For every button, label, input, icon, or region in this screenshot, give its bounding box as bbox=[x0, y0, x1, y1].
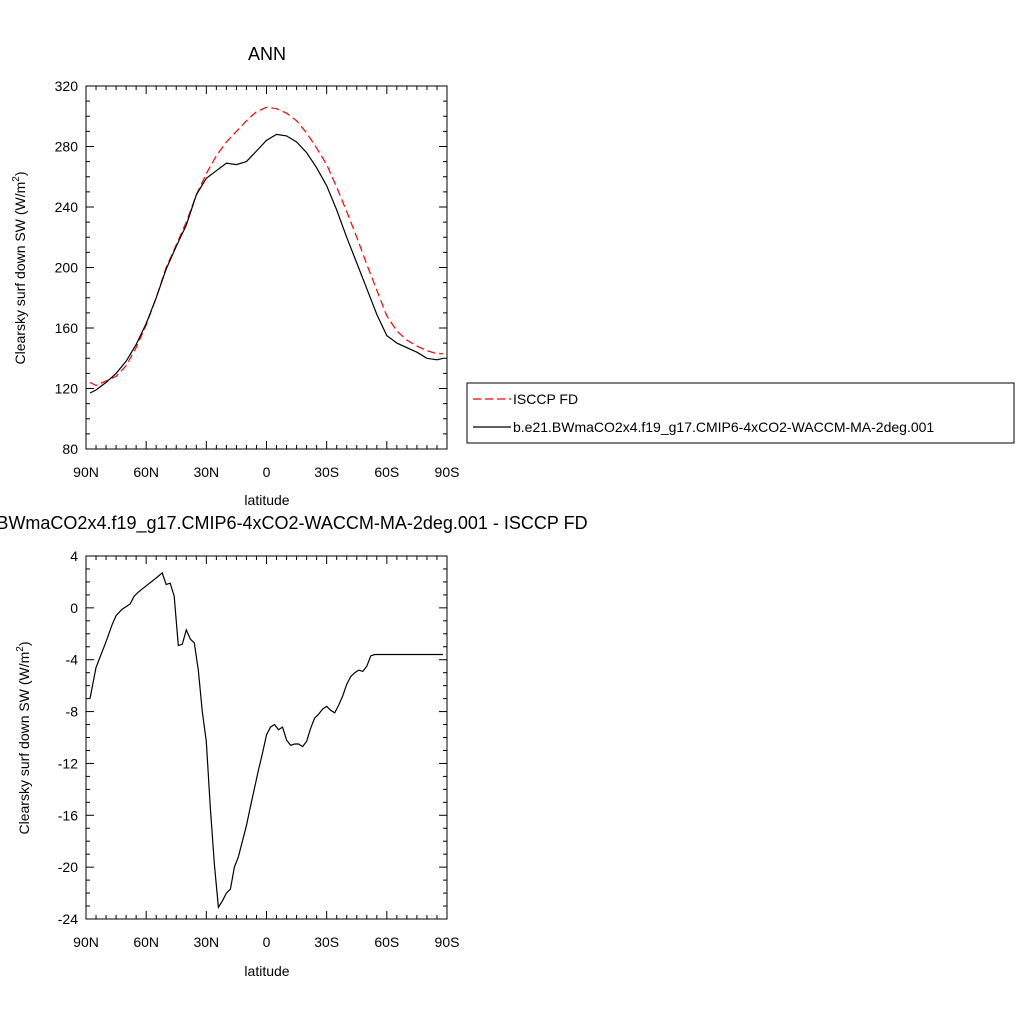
legend-label-model: b.e21.BWmaCO2x4.f19_g17.CMIP6-4xCO2-WACC… bbox=[513, 419, 934, 435]
bottom-y-tick-label: -24 bbox=[58, 911, 78, 927]
top-y-axis-title-text: Clearsky surf down SW (W/m bbox=[12, 182, 28, 365]
top-x-tick-label: 60S bbox=[374, 464, 399, 480]
top-y-axis-title-close: ) bbox=[12, 171, 28, 176]
top-y-tick-label: 160 bbox=[55, 320, 79, 336]
legend: ISCCP FD b.e21.BWmaCO2x4.f19_g17.CMIP6-4… bbox=[466, 382, 1015, 444]
top-series-line-1 bbox=[89, 133, 444, 394]
legend-box bbox=[466, 382, 1015, 444]
legend-label-isccp-fd: ISCCP FD bbox=[513, 391, 578, 407]
bottom-y-axis-title-text: Clearsky surf down SW (W/m bbox=[16, 652, 32, 835]
bottom-y-tick-label: 0 bbox=[70, 600, 78, 616]
top-panel: ANN Clearsky surf down SW (W/m2) latitud… bbox=[11, 44, 459, 508]
top-chart-title: ANN bbox=[248, 44, 286, 64]
svg-text:Clearsky surf down SW (W/m2): Clearsky surf down SW (W/m2) bbox=[11, 171, 28, 364]
bottom-x-axis-title: latitude bbox=[244, 963, 289, 979]
top-x-tick-label: 30S bbox=[314, 464, 339, 480]
top-x-axis-title: latitude bbox=[244, 492, 289, 508]
bottom-series-line-0 bbox=[89, 571, 443, 910]
top-x-tick-label: 0 bbox=[263, 464, 271, 480]
top-y-tick-label: 200 bbox=[55, 260, 79, 276]
top-y-axis-title-superscript: 2 bbox=[11, 176, 22, 182]
bottom-x-tick-label: 90S bbox=[435, 934, 460, 950]
bottom-y-tick-label: -12 bbox=[58, 755, 78, 771]
top-y-tick-label: 80 bbox=[62, 441, 78, 457]
top-series-line-0 bbox=[89, 106, 443, 387]
bottom-x-tick-label: 60N bbox=[133, 934, 159, 950]
bottom-panel: b.e21.BWmaCO2x4.f19_g17.CMIP6-4xCO2-WACC… bbox=[0, 513, 588, 979]
top-x-tick-label: 90S bbox=[435, 464, 460, 480]
top-y-tick-label: 280 bbox=[55, 139, 79, 155]
bottom-x-tick-label: 30S bbox=[314, 934, 339, 950]
bottom-x-tick-label: 30N bbox=[193, 934, 219, 950]
bottom-y-tick-label: -16 bbox=[58, 807, 78, 823]
bottom-x-tick-label: 90N bbox=[73, 934, 99, 950]
bottom-chart-title: b.e21.BWmaCO2x4.f19_g17.CMIP6-4xCO2-WACC… bbox=[0, 513, 588, 534]
top-y-axis-title: Clearsky surf down SW (W/m2) bbox=[11, 171, 28, 364]
top-y-tick-label: 120 bbox=[55, 381, 79, 397]
bottom-y-tick-label: -4 bbox=[66, 652, 79, 668]
top-y-tick-label: 240 bbox=[55, 199, 79, 215]
bottom-y-tick-label: 4 bbox=[70, 548, 78, 564]
top-y-tick-label: 320 bbox=[55, 78, 79, 94]
bottom-y-axis-title: Clearsky surf down SW (W/m2) bbox=[15, 641, 32, 834]
bottom-y-tick-label: -8 bbox=[66, 704, 79, 720]
top-x-tick-label: 60N bbox=[133, 464, 159, 480]
bottom-y-tick-label: -20 bbox=[58, 859, 78, 875]
top-axes: 90N 60N 30N 0 30S 60S 90S 80 120 160 200 240 280 320 bbox=[55, 78, 460, 480]
bottom-x-tick-label: 0 bbox=[263, 934, 271, 950]
top-series-group bbox=[89, 106, 444, 394]
bottom-x-tick-label: 60S bbox=[374, 934, 399, 950]
bottom-y-axis-title-close: ) bbox=[16, 641, 32, 646]
bottom-y-axis-title-superscript: 2 bbox=[15, 646, 26, 652]
svg-text:Clearsky surf down SW (W/m2): Clearsky surf down SW (W/m2) bbox=[15, 641, 32, 834]
top-x-tick-label: 30N bbox=[193, 464, 219, 480]
top-x-tick-label: 90N bbox=[73, 464, 99, 480]
bottom-axes: 90N 60N 30N 0 30S 60S 90S -24 -20 -16 -12 -8 -4 0 4 bbox=[58, 548, 460, 950]
bottom-series-group bbox=[89, 571, 443, 910]
